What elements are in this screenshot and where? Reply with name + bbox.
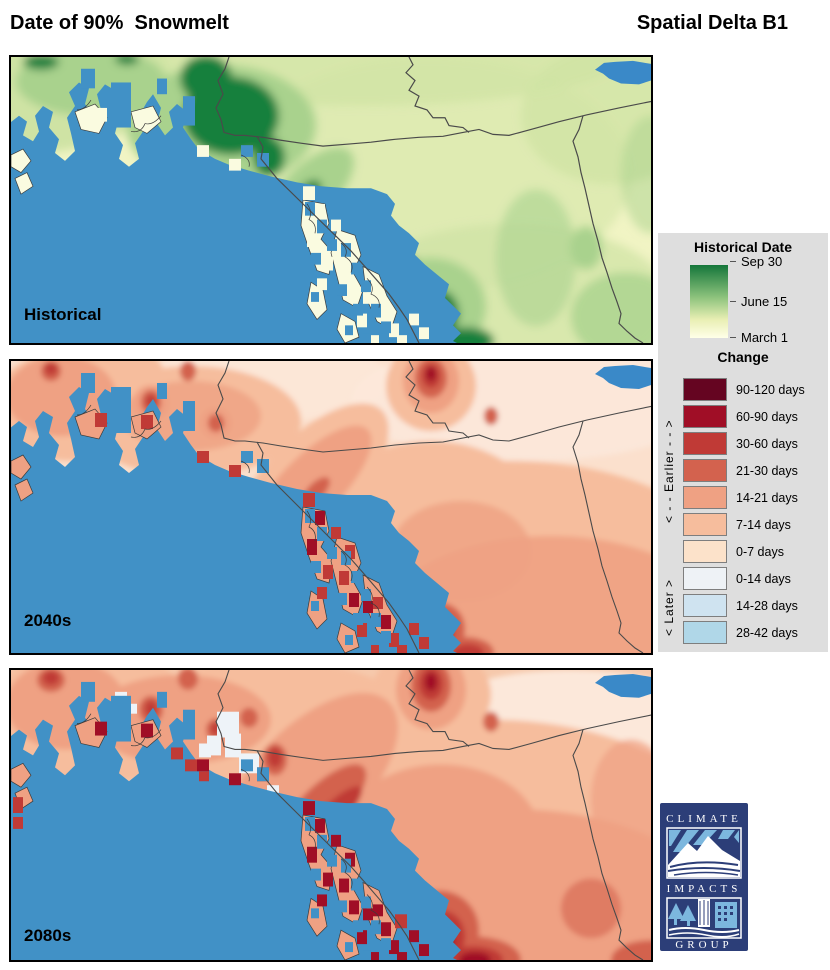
page-title: Date of 90% Snowmelt	[10, 12, 229, 34]
historical-map	[11, 57, 651, 343]
legend-swatch	[683, 513, 727, 536]
historical-gradient-bar	[690, 265, 728, 338]
legend-item: 60-90 days	[683, 405, 798, 428]
legend-item: 30-60 days	[683, 432, 798, 455]
panel-label-historical: Historical	[24, 305, 102, 324]
legend-swatch	[683, 405, 727, 428]
earlier-axis-label: < - - Earlier - - >	[662, 419, 676, 523]
map-panel-historical: Historical	[9, 55, 653, 345]
tick-dash	[730, 337, 736, 338]
legend-swatch	[683, 486, 727, 509]
legend-swatch	[683, 567, 727, 590]
legend-item: 7-14 days	[683, 513, 791, 536]
legend-swatch	[683, 594, 727, 617]
logo-climate-text: CLIMATE	[666, 813, 742, 825]
gradient-tick-sep30: Sep 30	[730, 254, 782, 269]
gradient-tick-march1: March 1	[730, 330, 788, 345]
panel-label-2080s: 2080s	[24, 926, 72, 945]
legend-item: 0-7 days	[683, 540, 784, 563]
legend-swatch	[683, 378, 727, 401]
legend-swatch	[683, 540, 727, 563]
legend-item: 14-28 days	[683, 594, 798, 617]
logo-group-text: GROUP	[675, 939, 732, 951]
logo-mountain-scene	[666, 827, 742, 879]
legend-historical-title: Historical Date	[693, 239, 793, 255]
tick-dash	[730, 301, 736, 302]
legend-item: 21-30 days	[683, 459, 798, 482]
legend-item: 90-120 days	[683, 378, 805, 401]
legend-item: 28-42 days	[683, 621, 798, 644]
legend-change-title: Change	[717, 349, 769, 365]
scenario-title: Spatial Delta B1	[636, 12, 788, 34]
legend-item: 0-14 days	[683, 567, 791, 590]
map-panel-2080s: 2080s	[9, 668, 653, 962]
legend-item: 14-21 days	[683, 486, 798, 509]
logo-waterfall-scene	[666, 897, 742, 939]
map-2040s	[11, 361, 651, 653]
climate-impacts-group-logo: CLIMATE IMPACTS	[660, 803, 748, 951]
legend-swatch	[683, 621, 727, 644]
legend-swatch	[683, 432, 727, 455]
legend: Historical Date Sep 30 June 15 March 1 C…	[658, 233, 828, 652]
logo-impacts-text: IMPACTS	[667, 883, 742, 895]
legend-swatch	[683, 459, 727, 482]
gradient-tick-june15: June 15	[730, 294, 787, 309]
map-panel-2040s: 2040s	[9, 359, 653, 655]
later-axis-label: < Later >	[662, 578, 676, 636]
map-2080s	[11, 670, 651, 960]
tick-dash	[730, 261, 736, 262]
panel-label-2040s: 2040s	[24, 611, 72, 630]
